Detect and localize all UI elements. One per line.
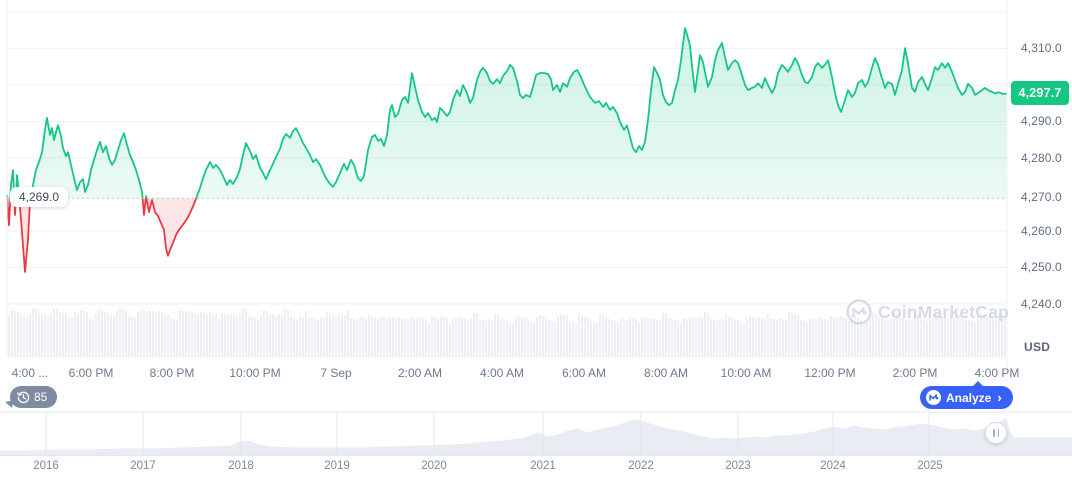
y-axis-label: 4,310.0 [1021, 41, 1062, 55]
navigator-year-label: 2017 [130, 460, 156, 472]
x-axis-label: 7 Sep [320, 366, 352, 380]
navigator-year-label: 2019 [324, 460, 350, 472]
navigator-year-label: 2018 [228, 460, 254, 472]
currency-unit-label: USD [1024, 340, 1051, 354]
clock-rewind-icon [17, 391, 30, 404]
x-axis-label: 10:00 AM [720, 366, 772, 380]
chevron-right-icon: › [997, 390, 1002, 405]
x-axis-label: 6:00 PM [68, 366, 114, 380]
navigator-year-label: 2021 [530, 460, 556, 472]
analyze-pointer [972, 381, 984, 387]
x-axis-label: 4:00 PM [974, 366, 1020, 380]
drag-grip-icon [993, 429, 995, 437]
x-axis-label: 4:00 ... [11, 366, 49, 380]
navigator-year-label: 2022 [628, 460, 654, 472]
navigator-year-label: 2024 [820, 460, 846, 472]
x-axis-label: 2:00 PM [892, 366, 938, 380]
analyze-label: Analyze [946, 390, 992, 405]
navigator-year-label: 2023 [725, 460, 751, 472]
x-axis-label: 6:00 AM [561, 366, 607, 380]
x-axis-label: 8:00 PM [149, 366, 195, 380]
price-line-down [6, 198, 198, 273]
y-axis-label: 4,250.0 [1021, 260, 1062, 274]
navigator-year-label: 2016 [33, 460, 59, 472]
navigator-drag-handle[interactable] [985, 422, 1007, 444]
price-line-up [6, 27, 1008, 199]
navigator[interactable] [0, 411, 1072, 456]
y-axis-label: 4,240.0 [1021, 297, 1062, 311]
navigator-area [0, 417, 1072, 456]
y-axis-label: 4,260.0 [1021, 224, 1062, 238]
navigator-year-label: 2025 [917, 460, 943, 472]
volume-bars [8, 308, 1006, 357]
x-axis-label: 12:00 PM [804, 366, 856, 380]
y-axis-label: 4,290.0 [1021, 114, 1062, 128]
drag-grip-icon [997, 429, 999, 437]
y-axis-label: 4,270.0 [1021, 190, 1062, 204]
x-axis-label: 4:00 AM [479, 366, 525, 380]
coinmarketcap-button-logo-icon [926, 390, 941, 405]
x-axis-label: 10:00 PM [229, 366, 281, 380]
baseline-price-label: 4,269.0 [10, 187, 69, 207]
navigator-year-label: 2020 [421, 460, 447, 472]
history-count: 85 [34, 390, 48, 404]
history-snapshots-badge[interactable]: 85 [4, 386, 58, 408]
analyze-button[interactable]: Analyze › [920, 381, 1013, 409]
price-area-up [7, 28, 1007, 199]
current-price-badge: 4,297.7 [1011, 81, 1069, 105]
y-axis-label: 4,280.0 [1021, 151, 1062, 165]
x-axis-label: 2:00 AM [397, 366, 443, 380]
x-axis-label: 8:00 AM [643, 366, 689, 380]
